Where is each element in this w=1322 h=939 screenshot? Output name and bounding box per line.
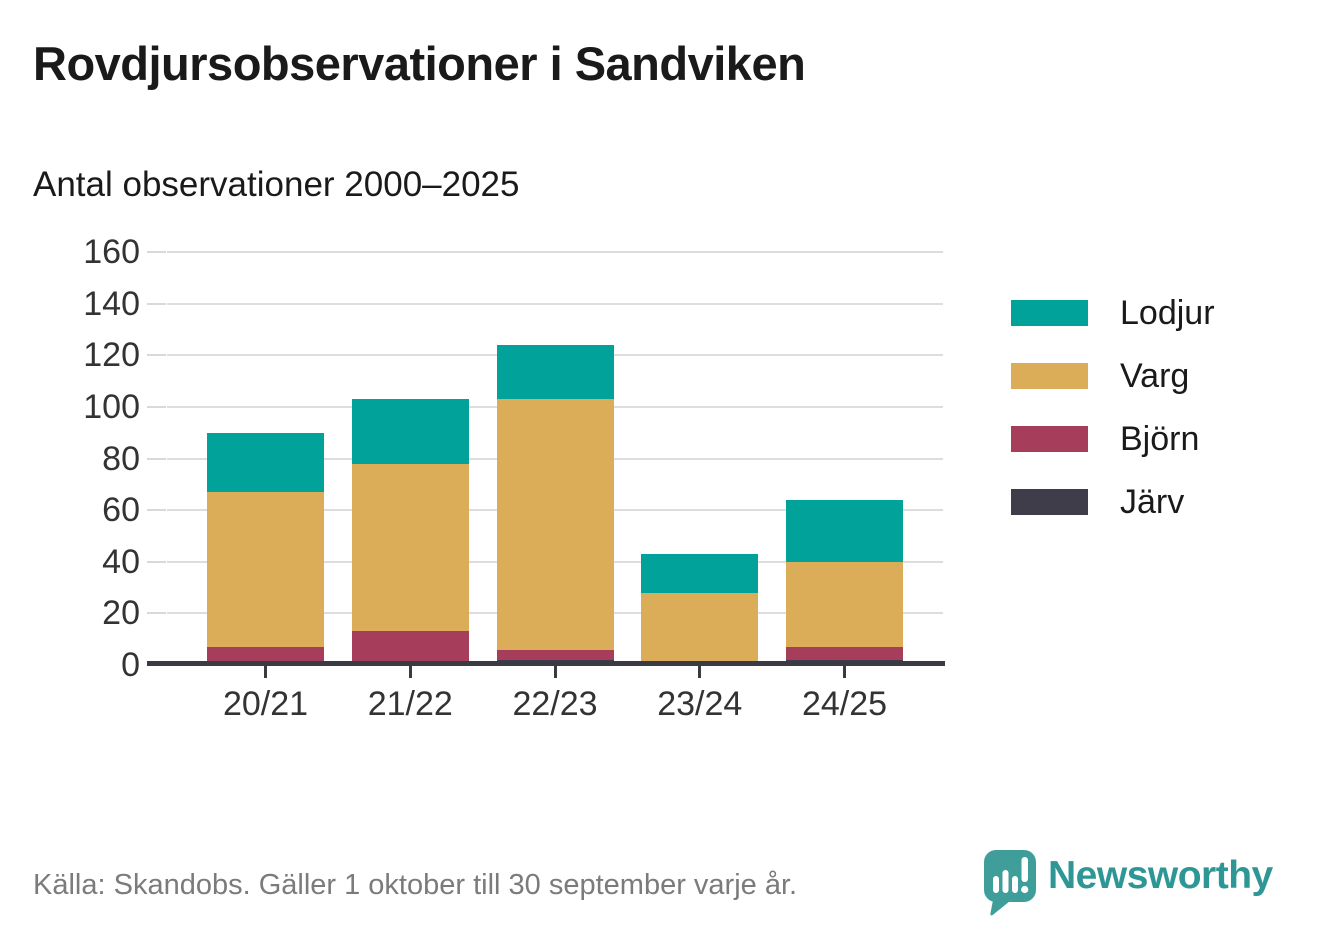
- x-axis-label: 22/23: [512, 685, 598, 723]
- y-axis-tick: [147, 457, 166, 460]
- newsworthy-wordmark: Newsworthy: [1048, 854, 1273, 897]
- bar-segment-lodjur: [641, 554, 759, 593]
- legend-label: Järv: [1120, 483, 1185, 521]
- legend-entry-varg: Varg: [1011, 359, 1215, 393]
- legend-label: Björn: [1120, 420, 1200, 458]
- legend-entry-järv: Järv: [1011, 485, 1215, 519]
- x-axis-tick: [843, 666, 846, 678]
- bar-segment-lodjur: [786, 499, 903, 562]
- x-axis-label: 20/21: [222, 685, 309, 723]
- newsworthy-logo: Newsworthy: [983, 849, 1273, 917]
- y-axis-label: 20: [102, 594, 140, 633]
- x-axis-tick: [698, 666, 702, 678]
- source-note: Källa: Skandobs. Gäller 1 oktober till 3…: [33, 869, 798, 901]
- bar-segment-lodjur: [496, 344, 614, 400]
- bar-segment-lodjur: [207, 432, 324, 493]
- y-axis-tick: [147, 302, 166, 305]
- newsworthy-logo-icon: [984, 850, 1036, 916]
- y-axis-tick: [147, 509, 166, 512]
- x-axis-label: 24/25: [801, 685, 888, 723]
- x-axis-tick: [553, 666, 557, 678]
- y-axis-label: 40: [102, 542, 140, 581]
- gridline: [167, 251, 943, 253]
- y-axis-label: 140: [83, 284, 140, 323]
- bar-segment-varg: [641, 592, 759, 663]
- bar-segment-björn: [351, 631, 469, 665]
- bar-segment-lodjur: [351, 399, 469, 464]
- legend-swatch-varg: [1011, 363, 1088, 389]
- x-axis-label: 23/24: [657, 685, 743, 723]
- bar-segment-varg: [207, 492, 324, 647]
- bar-segment-varg: [786, 561, 903, 647]
- legend-label: Lodjur: [1120, 294, 1215, 332]
- legend-swatch-lodjur: [1011, 300, 1088, 326]
- legend-label: Varg: [1120, 357, 1190, 395]
- x-axis-tick: [408, 666, 412, 678]
- y-axis-label: 120: [83, 336, 140, 375]
- page-title: Rovdjursobservationer i Sandviken: [33, 37, 806, 90]
- x-axis-line: [147, 661, 945, 666]
- x-axis-label: 21/22: [367, 685, 453, 723]
- y-axis-label: 0: [121, 646, 140, 684]
- bar-segment-björn: [786, 646, 903, 660]
- legend-swatch-björn: [1011, 426, 1088, 452]
- y-axis-tick: [147, 612, 166, 615]
- y-axis-label: 160: [83, 233, 140, 271]
- bar-segment-björn: [496, 649, 614, 660]
- bar-segment-varg: [496, 399, 614, 650]
- gridline: [167, 302, 943, 305]
- bar-segment-björn: [207, 646, 324, 665]
- chart-subtitle: Antal observationer 2000–2025: [33, 165, 520, 204]
- y-axis-label: 100: [83, 387, 140, 426]
- legend-entry-lodjur: Lodjur: [1011, 296, 1215, 330]
- legend-swatch-järv: [1011, 489, 1088, 515]
- y-axis-tick: [147, 560, 166, 563]
- x-axis-tick: [264, 666, 267, 678]
- legend-entry-björn: Björn: [1011, 422, 1215, 456]
- y-axis-label: 80: [102, 439, 140, 478]
- chart-legend: Lodjur Varg Björn Järv: [1011, 296, 1215, 548]
- bar-segment-varg: [351, 463, 469, 632]
- y-axis-tick: [147, 251, 166, 253]
- y-axis-label: 60: [102, 491, 140, 530]
- y-axis-tick: [147, 354, 166, 357]
- y-axis-tick: [147, 405, 166, 408]
